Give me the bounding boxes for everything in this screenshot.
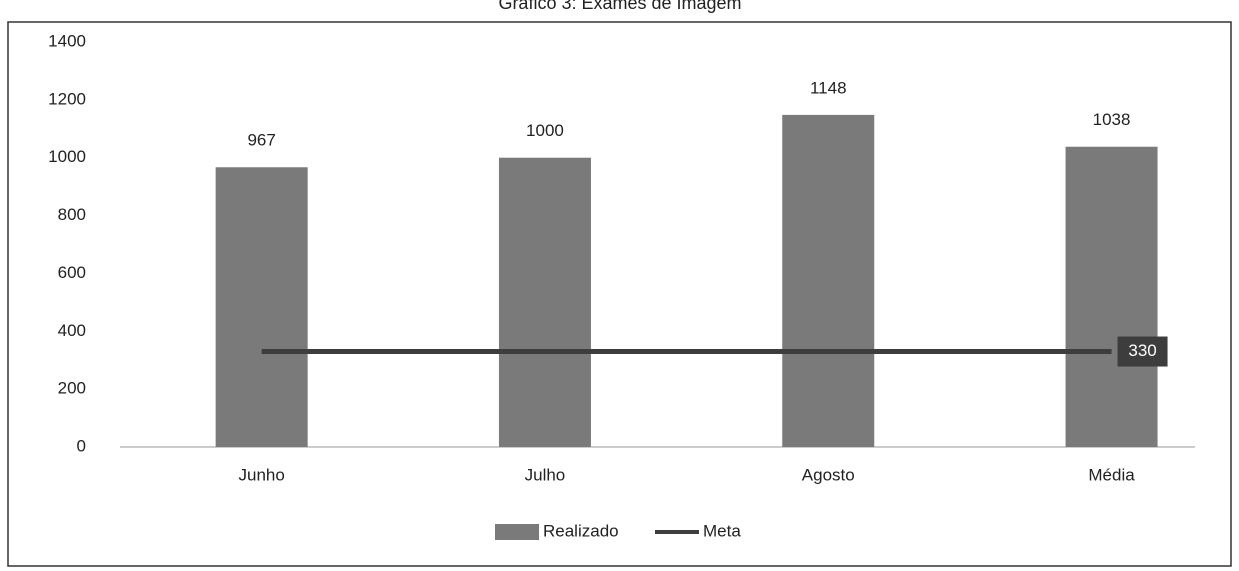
bar — [498, 157, 591, 447]
data-label: 1038 — [1093, 110, 1131, 129]
data-label: 967 — [247, 131, 275, 150]
y-tick-label: 400 — [58, 321, 86, 340]
legend-swatch — [495, 524, 539, 540]
y-tick-label: 200 — [58, 379, 86, 398]
bar — [782, 114, 875, 448]
x-tick-label: Agosto — [802, 465, 855, 484]
data-label: 1148 — [810, 78, 847, 97]
y-tick-label: 800 — [58, 205, 86, 224]
bar — [1065, 146, 1158, 447]
data-label: 1000 — [526, 121, 564, 140]
bar — [215, 167, 308, 447]
y-tick-label: 1200 — [48, 89, 86, 108]
legend-label: Realizado — [543, 521, 619, 540]
y-tick-label: 1400 — [48, 31, 86, 50]
x-tick-label: Julho — [525, 465, 566, 484]
y-tick-label: 1000 — [48, 147, 86, 166]
x-tick-label: Junho — [238, 465, 284, 484]
data-label: 330 — [1128, 341, 1156, 360]
data-label-box — [1117, 336, 1168, 367]
legend-label: Meta — [703, 521, 741, 540]
y-tick-label: 0 — [77, 436, 86, 455]
y-tick-label: 600 — [58, 263, 86, 282]
x-tick-label: Média — [1088, 465, 1135, 484]
chart-border — [7, 21, 1232, 567]
chart-title: Gráfico 3: Exames de Imagem — [498, 0, 741, 13]
